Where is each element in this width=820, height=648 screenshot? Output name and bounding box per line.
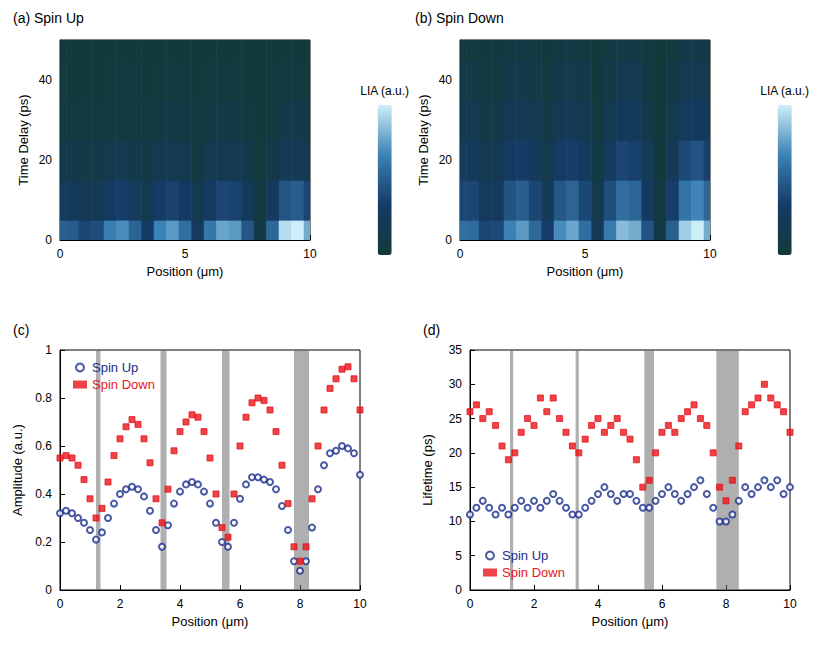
svg-text:10: 10 <box>703 247 717 261</box>
svg-text:35: 35 <box>449 343 463 357</box>
svg-text:4: 4 <box>595 597 602 611</box>
svg-text:0: 0 <box>445 233 452 247</box>
svg-text:Time Delay (ps): Time Delay (ps) <box>416 94 431 185</box>
svg-text:0.2: 0.2 <box>35 535 52 549</box>
svg-text:5: 5 <box>582 247 589 261</box>
svg-text:6: 6 <box>237 597 244 611</box>
svg-text:(d): (d) <box>423 322 440 338</box>
svg-text:0: 0 <box>45 583 52 597</box>
svg-text:0.8: 0.8 <box>35 391 52 405</box>
svg-text:0: 0 <box>45 233 52 247</box>
svg-text:2: 2 <box>117 597 124 611</box>
svg-text:0.4: 0.4 <box>35 487 52 501</box>
svg-text:1: 1 <box>45 343 52 357</box>
svg-text:20: 20 <box>439 153 453 167</box>
svg-text:Spin Up: Spin Up <box>502 548 548 563</box>
svg-text:10: 10 <box>303 247 317 261</box>
svg-text:30: 30 <box>449 377 463 391</box>
svg-text:(c): (c) <box>13 322 29 338</box>
svg-text:10: 10 <box>783 597 797 611</box>
svg-text:25: 25 <box>449 412 463 426</box>
svg-text:LIA (a.u.): LIA (a.u.) <box>760 84 809 98</box>
svg-text:0: 0 <box>455 583 462 597</box>
svg-text:20: 20 <box>449 446 463 460</box>
svg-text:5: 5 <box>455 549 462 563</box>
svg-text:2: 2 <box>531 597 538 611</box>
svg-text:15: 15 <box>449 480 463 494</box>
svg-text:Spin Up: Spin Up <box>92 360 138 375</box>
svg-text:Time Delay (ps): Time Delay (ps) <box>16 94 31 185</box>
svg-text:Position (μm): Position (μm) <box>592 614 669 629</box>
svg-text:20: 20 <box>39 153 53 167</box>
svg-text:Spin Down: Spin Down <box>92 377 155 392</box>
svg-text:Spin Down: Spin Down <box>502 565 565 580</box>
svg-text:0: 0 <box>457 247 464 261</box>
svg-text:(b) Spin Down: (b) Spin Down <box>415 10 504 26</box>
svg-text:0: 0 <box>57 597 64 611</box>
svg-text:Position (μm): Position (μm) <box>547 264 624 279</box>
svg-text:6: 6 <box>659 597 666 611</box>
svg-text:8: 8 <box>723 597 730 611</box>
svg-text:8: 8 <box>297 597 304 611</box>
svg-text:LIA (a.u.): LIA (a.u.) <box>360 84 409 98</box>
svg-text:0: 0 <box>467 597 474 611</box>
svg-text:Position (μm): Position (μm) <box>147 264 224 279</box>
svg-text:40: 40 <box>39 73 53 87</box>
svg-text:5: 5 <box>182 247 189 261</box>
svg-text:Amplitude (a.u.): Amplitude (a.u.) <box>10 424 25 516</box>
svg-text:40: 40 <box>439 73 453 87</box>
svg-text:0: 0 <box>57 247 64 261</box>
svg-text:Lifetime (ps): Lifetime (ps) <box>420 434 435 506</box>
svg-text:10: 10 <box>353 597 367 611</box>
svg-text:Position (μm): Position (μm) <box>172 614 249 629</box>
svg-text:(a) Spin Up: (a) Spin Up <box>13 10 84 26</box>
svg-text:0.6: 0.6 <box>35 439 52 453</box>
svg-text:10: 10 <box>449 514 463 528</box>
svg-text:4: 4 <box>177 597 184 611</box>
